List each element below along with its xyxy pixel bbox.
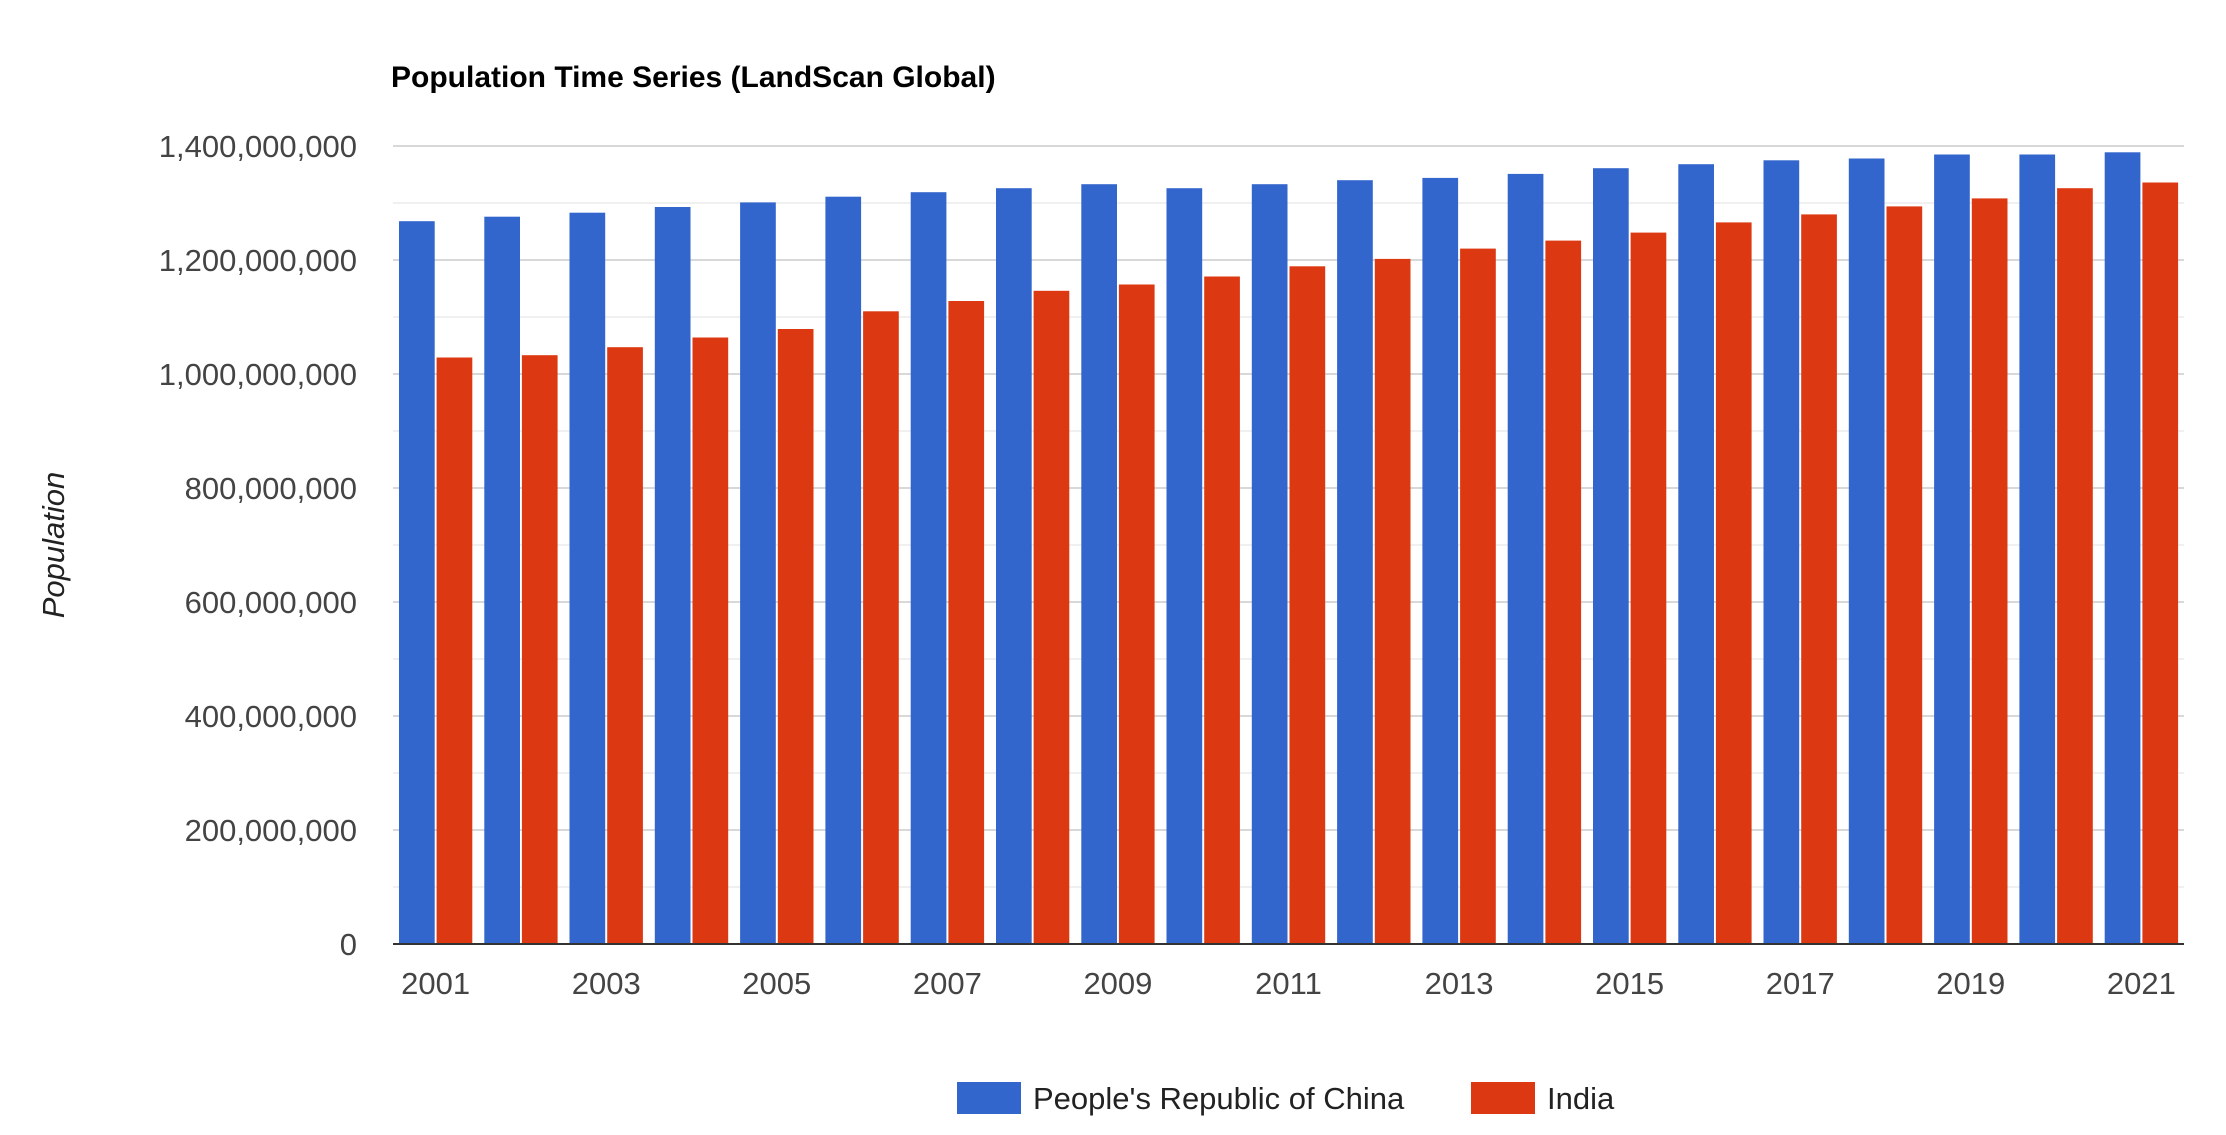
bar-china-2005[interactable] [740,202,776,944]
bar-china-2010[interactable] [1166,188,1203,944]
y-tick-label: 200,000,000 [185,813,357,848]
legend-item-china[interactable]: People's Republic of China [957,1081,1405,1116]
bar-china-2021[interactable] [2104,152,2141,945]
bar-china-2011[interactable] [1251,184,1288,944]
bar-india-2018[interactable] [1886,206,1923,944]
legend-label: People's Republic of China [1033,1081,1405,1116]
legend: People's Republic of China India [957,1081,1615,1116]
bar-india-2017[interactable] [1801,214,1837,944]
y-tick-label: 0 [340,927,357,962]
bar-china-2009[interactable] [1081,184,1117,944]
x-tick-label: 2017 [1766,966,1835,1001]
y-tick-label: 1,400,000,000 [159,129,357,164]
gridlines [393,145,2184,888]
bar-india-2019[interactable] [1971,198,2008,944]
bar-china-2006[interactable] [825,196,862,944]
bar-india-2021[interactable] [2142,182,2179,945]
bar-china-2016[interactable] [1678,164,1714,944]
x-tick-label: 2009 [1083,966,1152,1001]
y-tick-label: 1,200,000,000 [159,243,357,278]
bar-china-2014[interactable] [1507,173,1544,944]
y-tick-label: 600,000,000 [185,585,357,620]
y-tick-label: 800,000,000 [185,471,357,506]
bars [399,152,2179,945]
bar-india-2005[interactable] [777,329,814,944]
bar-india-2001[interactable] [436,357,473,945]
bar-india-2020[interactable] [2057,188,2093,944]
bar-india-2007[interactable] [948,301,985,944]
x-tick-label: 2011 [1255,966,1322,1001]
bar-china-2008[interactable] [996,188,1032,944]
x-tick-label: 2013 [1425,966,1494,1001]
bar-india-2002[interactable] [521,355,558,944]
legend-label: India [1547,1081,1615,1116]
bar-china-2012[interactable] [1337,180,1373,944]
bar-china-2019[interactable] [1934,154,1970,945]
x-tick-label: 2007 [913,966,982,1001]
legend-swatch [957,1082,1021,1114]
x-tick-label: 2005 [742,966,811,1001]
legend-swatch [1471,1082,1535,1114]
bar-india-2016[interactable] [1715,222,1752,944]
x-tick-label: 2015 [1595,966,1664,1001]
bar-china-2003[interactable] [569,212,606,944]
x-tick-label: 2003 [572,966,641,1001]
y-axis-ticks: 0 200,000,000 400,000,000 600,000,000 800,00… [159,129,357,962]
bar-china-2013[interactable] [1422,177,1459,944]
bar-india-2011[interactable] [1289,266,1326,944]
chart-title: Population Time Series (LandScan Global) [391,61,996,94]
bar-india-2008[interactable] [1033,290,1070,944]
bar-china-2018[interactable] [1848,158,1885,945]
x-tick-label: 2001 [401,966,470,1001]
bar-india-2004[interactable] [692,337,729,945]
x-tick-label: 2019 [1936,966,2005,1001]
y-tick-label: 1,000,000,000 [159,357,357,392]
bar-china-2015[interactable] [1593,168,1629,944]
bar-china-2007[interactable] [910,192,947,944]
bar-india-2006[interactable] [863,311,899,944]
bar-india-2013[interactable] [1460,248,1496,945]
bar-china-2001[interactable] [399,221,435,944]
y-axis-label: Population [36,472,71,619]
x-axis-ticks: 2001 2003 2005 2007 2009 2011 2013 2015 2017 2019… [401,966,2176,1001]
bar-india-2012[interactable] [1374,258,1411,944]
y-tick-label: 400,000,000 [185,699,357,734]
bar-india-2014[interactable] [1545,240,1582,945]
bar-india-2010[interactable] [1204,276,1240,945]
bar-india-2003[interactable] [607,347,643,944]
bar-china-2002[interactable] [484,216,520,944]
x-tick-label: 2021 [2107,966,2176,1001]
legend-item-india[interactable]: India [1471,1081,1615,1116]
bar-india-2009[interactable] [1118,284,1155,945]
bar-china-2017[interactable] [1763,160,1800,945]
bar-china-2004[interactable] [654,207,691,944]
bar-india-2015[interactable] [1630,232,1667,945]
bar-china-2020[interactable] [2019,154,2056,945]
